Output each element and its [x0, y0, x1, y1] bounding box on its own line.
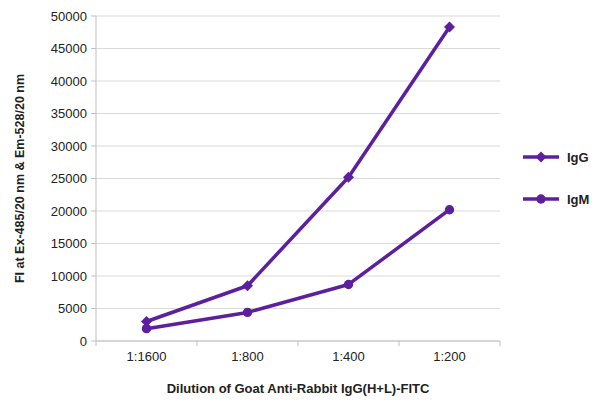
x-tick-edge — [197, 341, 198, 346]
legend-label: IgG — [567, 150, 589, 165]
x-tick-label: 1:1600 — [127, 349, 167, 364]
y-axis-label: FI at Ex-485/20 nm & Em-528/20 nm — [13, 74, 27, 283]
series-line — [147, 210, 450, 329]
y-tick-label: 20000 — [51, 204, 87, 219]
x-axis-label: Dilution of Goat Anti-Rabbit IgG(H+L)-FI… — [167, 381, 430, 396]
x-tick-label: 1:800 — [231, 349, 264, 364]
y-tick-label: 30000 — [51, 139, 87, 154]
grid-line — [96, 276, 500, 277]
x-tick-edge — [399, 341, 400, 346]
y-tick — [91, 211, 96, 212]
y-tick-label: 40000 — [51, 74, 87, 89]
y-tick-label: 45000 — [51, 41, 87, 56]
data-point — [142, 324, 151, 333]
y-tick — [91, 243, 96, 244]
grid-line — [96, 211, 500, 212]
legend-label: IgM — [567, 192, 589, 207]
y-tick — [91, 341, 96, 342]
grid-line — [96, 178, 500, 179]
y-tick-label: 10000 — [51, 269, 87, 284]
y-tick — [91, 146, 96, 147]
chart-container: 0 5000 10000 15000 20000 25000 30000 35000 40000… — [0, 0, 600, 413]
grid-line — [96, 146, 500, 147]
data-point — [444, 22, 455, 33]
data-point — [243, 308, 252, 317]
x-tick-edge — [96, 341, 97, 346]
y-tick-label: 15000 — [51, 236, 87, 251]
y-tick — [91, 178, 96, 179]
plot-area — [141, 22, 455, 334]
y-tick-label: 25000 — [51, 171, 87, 186]
grid-line — [96, 16, 500, 17]
y-tick-label: 35000 — [51, 106, 87, 121]
y-tick — [91, 308, 96, 309]
legend-marker — [536, 152, 547, 163]
y-tick — [91, 16, 96, 17]
data-point — [343, 172, 354, 183]
y-tick-label: 0 — [80, 334, 87, 349]
x-tick-edge — [298, 341, 299, 346]
y-tick-label: 50000 — [51, 9, 87, 24]
y-tick — [91, 276, 96, 277]
data-point — [445, 205, 454, 214]
x-tick-edge — [500, 341, 501, 346]
grid-line — [96, 308, 500, 309]
y-tick-label: 5000 — [58, 301, 87, 316]
series-line — [147, 27, 450, 321]
y-axis — [96, 16, 97, 341]
grid-line — [96, 81, 500, 82]
x-tick-label: 1:400 — [332, 349, 365, 364]
grid-line — [96, 243, 500, 244]
y-tick — [91, 48, 96, 49]
grid-line — [96, 113, 500, 114]
legend-marker — [536, 194, 545, 203]
y-tick — [91, 81, 96, 82]
grid-line — [96, 48, 500, 49]
data-point — [242, 280, 253, 291]
x-tick-label: 1:200 — [433, 349, 466, 364]
chart-svg: 0 5000 10000 15000 20000 25000 30000 35000 40000… — [0, 0, 600, 413]
y-tick — [91, 113, 96, 114]
data-point — [344, 280, 353, 289]
